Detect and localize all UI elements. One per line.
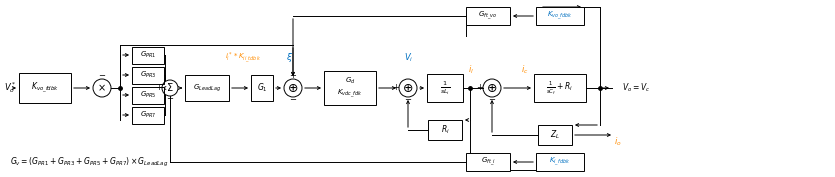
Text: −: −: [404, 96, 412, 104]
FancyBboxPatch shape: [536, 153, 584, 171]
FancyBboxPatch shape: [132, 87, 164, 104]
Text: $G_{PR7}$: $G_{PR7}$: [139, 110, 156, 120]
Text: $R_i$: $R_i$: [441, 124, 449, 136]
Text: −: −: [166, 95, 174, 104]
Text: $V_i$: $V_i$: [404, 52, 413, 64]
Text: +: +: [290, 72, 296, 81]
FancyBboxPatch shape: [427, 74, 463, 102]
Text: +: +: [155, 84, 163, 93]
Text: +: +: [477, 84, 483, 93]
FancyBboxPatch shape: [251, 75, 273, 101]
Text: $G_{PR1}$: $G_{PR1}$: [139, 50, 156, 60]
Text: $G_d$
$K_{vdc\_fdk}$: $G_d$ $K_{vdc\_fdk}$: [337, 76, 362, 100]
Text: $V_o^*$: $V_o^*$: [4, 81, 17, 95]
Text: $K_{vo\_fdbk}$: $K_{vo\_fdbk}$: [31, 81, 59, 95]
Text: $\frac{1}{sC_f}+R_i$: $\frac{1}{sC_f}+R_i$: [546, 79, 574, 97]
Text: $\xi$: $\xi$: [286, 52, 293, 64]
Text: ×: ×: [98, 83, 106, 93]
FancyBboxPatch shape: [466, 153, 510, 171]
Text: ⊕: ⊕: [288, 81, 298, 95]
Text: ⊕: ⊕: [487, 81, 498, 95]
Text: $G_{ft\_i}$: $G_{ft\_i}$: [481, 156, 495, 168]
Text: $G_{PR5}$: $G_{PR5}$: [139, 90, 156, 100]
Text: $i_l$: $i_l$: [468, 64, 474, 76]
Text: $G_{ft\_vo}$: $G_{ft\_vo}$: [478, 10, 498, 22]
FancyBboxPatch shape: [536, 7, 584, 25]
Text: $i_c$: $i_c$: [521, 64, 529, 76]
FancyBboxPatch shape: [534, 74, 586, 102]
Text: ⊕: ⊕: [402, 81, 413, 95]
FancyBboxPatch shape: [185, 75, 229, 101]
Text: $i_o$: $i_o$: [614, 136, 621, 148]
FancyBboxPatch shape: [428, 120, 462, 140]
FancyBboxPatch shape: [324, 71, 376, 105]
Text: $Z_L$: $Z_L$: [550, 129, 560, 141]
Text: $G_{PR3}$: $G_{PR3}$: [139, 70, 156, 80]
Text: $G_{LeadLag}$: $G_{LeadLag}$: [193, 82, 221, 94]
FancyBboxPatch shape: [132, 47, 164, 64]
FancyBboxPatch shape: [19, 73, 71, 103]
Text: Σ: Σ: [167, 83, 173, 93]
Text: −: −: [99, 72, 105, 81]
Text: −: −: [290, 96, 296, 104]
Text: +: +: [392, 84, 399, 93]
Text: $G_1$: $G_1$: [256, 82, 267, 94]
FancyBboxPatch shape: [466, 7, 510, 25]
Text: $K_{i\_fdbk}$: $K_{i\_fdbk}$: [549, 156, 570, 168]
Text: $G_v = (G_{PR1}+G_{PR3}+G_{PR5}+G_{PR7})\times G_{LeadLag}$: $G_v = (G_{PR1}+G_{PR3}+G_{PR5}+G_{PR7})…: [10, 155, 169, 169]
Text: $i_i^* * K_{ii\_tdbk}$: $i_i^* * K_{ii\_tdbk}$: [225, 51, 261, 65]
Text: −: −: [488, 96, 495, 104]
Text: $V_o = V_c$: $V_o = V_c$: [622, 82, 650, 94]
Text: $\frac{1}{sL_i}$: $\frac{1}{sL_i}$: [440, 79, 450, 97]
FancyBboxPatch shape: [132, 107, 164, 124]
FancyBboxPatch shape: [538, 125, 572, 145]
FancyBboxPatch shape: [132, 67, 164, 84]
Text: $K_{vo\_fdbk}$: $K_{vo\_fdbk}$: [547, 10, 573, 22]
